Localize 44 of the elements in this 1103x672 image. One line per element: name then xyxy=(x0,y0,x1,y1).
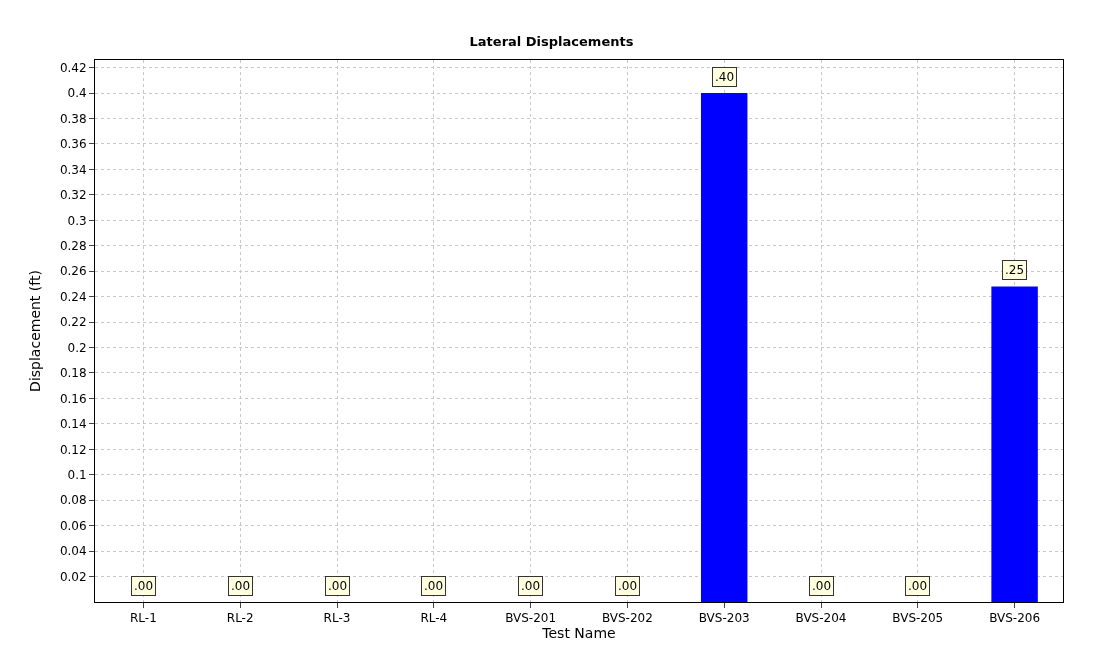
x-tick-label: BVS-201 xyxy=(505,611,557,626)
x-tick-label: BVS-202 xyxy=(601,611,653,626)
x-tick-label: RL-4 xyxy=(420,611,448,626)
data-label: .00 xyxy=(908,579,928,593)
x-tick-label: RL-2 xyxy=(226,611,254,626)
x-tick-label: BVS-206 xyxy=(989,611,1041,626)
y-axis-title: Displacement (ft) xyxy=(27,270,44,392)
x-tick-label: RL-1 xyxy=(130,611,157,626)
y-tick-label: 0.42 xyxy=(59,60,87,75)
data-label: .00 xyxy=(134,579,154,593)
data-label: .00 xyxy=(812,579,832,593)
y-tick-label: 0.18 xyxy=(59,366,87,381)
x-axis-title: Test Name xyxy=(541,625,616,642)
data-label: .00 xyxy=(328,579,348,593)
y-tick-label: 0.36 xyxy=(59,137,87,152)
y-tick-label: 0.08 xyxy=(59,493,87,508)
data-label: .00 xyxy=(231,579,251,593)
y-tick-label: 0.06 xyxy=(59,518,87,533)
y-tick-label: 0.2 xyxy=(67,340,87,355)
data-label: .00 xyxy=(618,579,638,593)
y-tick-label: 0.1 xyxy=(67,467,87,482)
y-tick-label: 0.12 xyxy=(59,442,87,457)
y-tick-label: 0.26 xyxy=(59,264,87,279)
y-tick-label: 0.14 xyxy=(59,417,87,432)
data-label: .25 xyxy=(1005,263,1025,277)
x-tick-label: BVS-204 xyxy=(795,611,847,626)
chart-title: Lateral Displacements xyxy=(469,34,634,50)
x-tick-label: RL-3 xyxy=(323,611,351,626)
y-tick-label: 0.3 xyxy=(67,213,87,228)
y-tick-label: 0.16 xyxy=(59,391,87,406)
y-tick-label: 0.38 xyxy=(59,111,87,126)
y-tick-label: 0.4 xyxy=(67,86,87,101)
y-tick-label: 0.02 xyxy=(59,569,87,584)
data-label: .00 xyxy=(424,579,444,593)
y-tick-label: 0.34 xyxy=(59,162,87,177)
y-tick-label: 0.32 xyxy=(59,188,87,203)
x-tick-label: BVS-203 xyxy=(698,611,750,626)
x-tick-label: BVS-205 xyxy=(892,611,944,626)
y-tick-label: 0.04 xyxy=(59,544,87,559)
data-label: .00 xyxy=(521,579,541,593)
y-tick-label: 0.24 xyxy=(59,289,87,304)
data-label: .40 xyxy=(715,70,735,84)
y-tick-label: 0.28 xyxy=(59,238,87,253)
y-tick-label: 0.22 xyxy=(59,315,87,330)
